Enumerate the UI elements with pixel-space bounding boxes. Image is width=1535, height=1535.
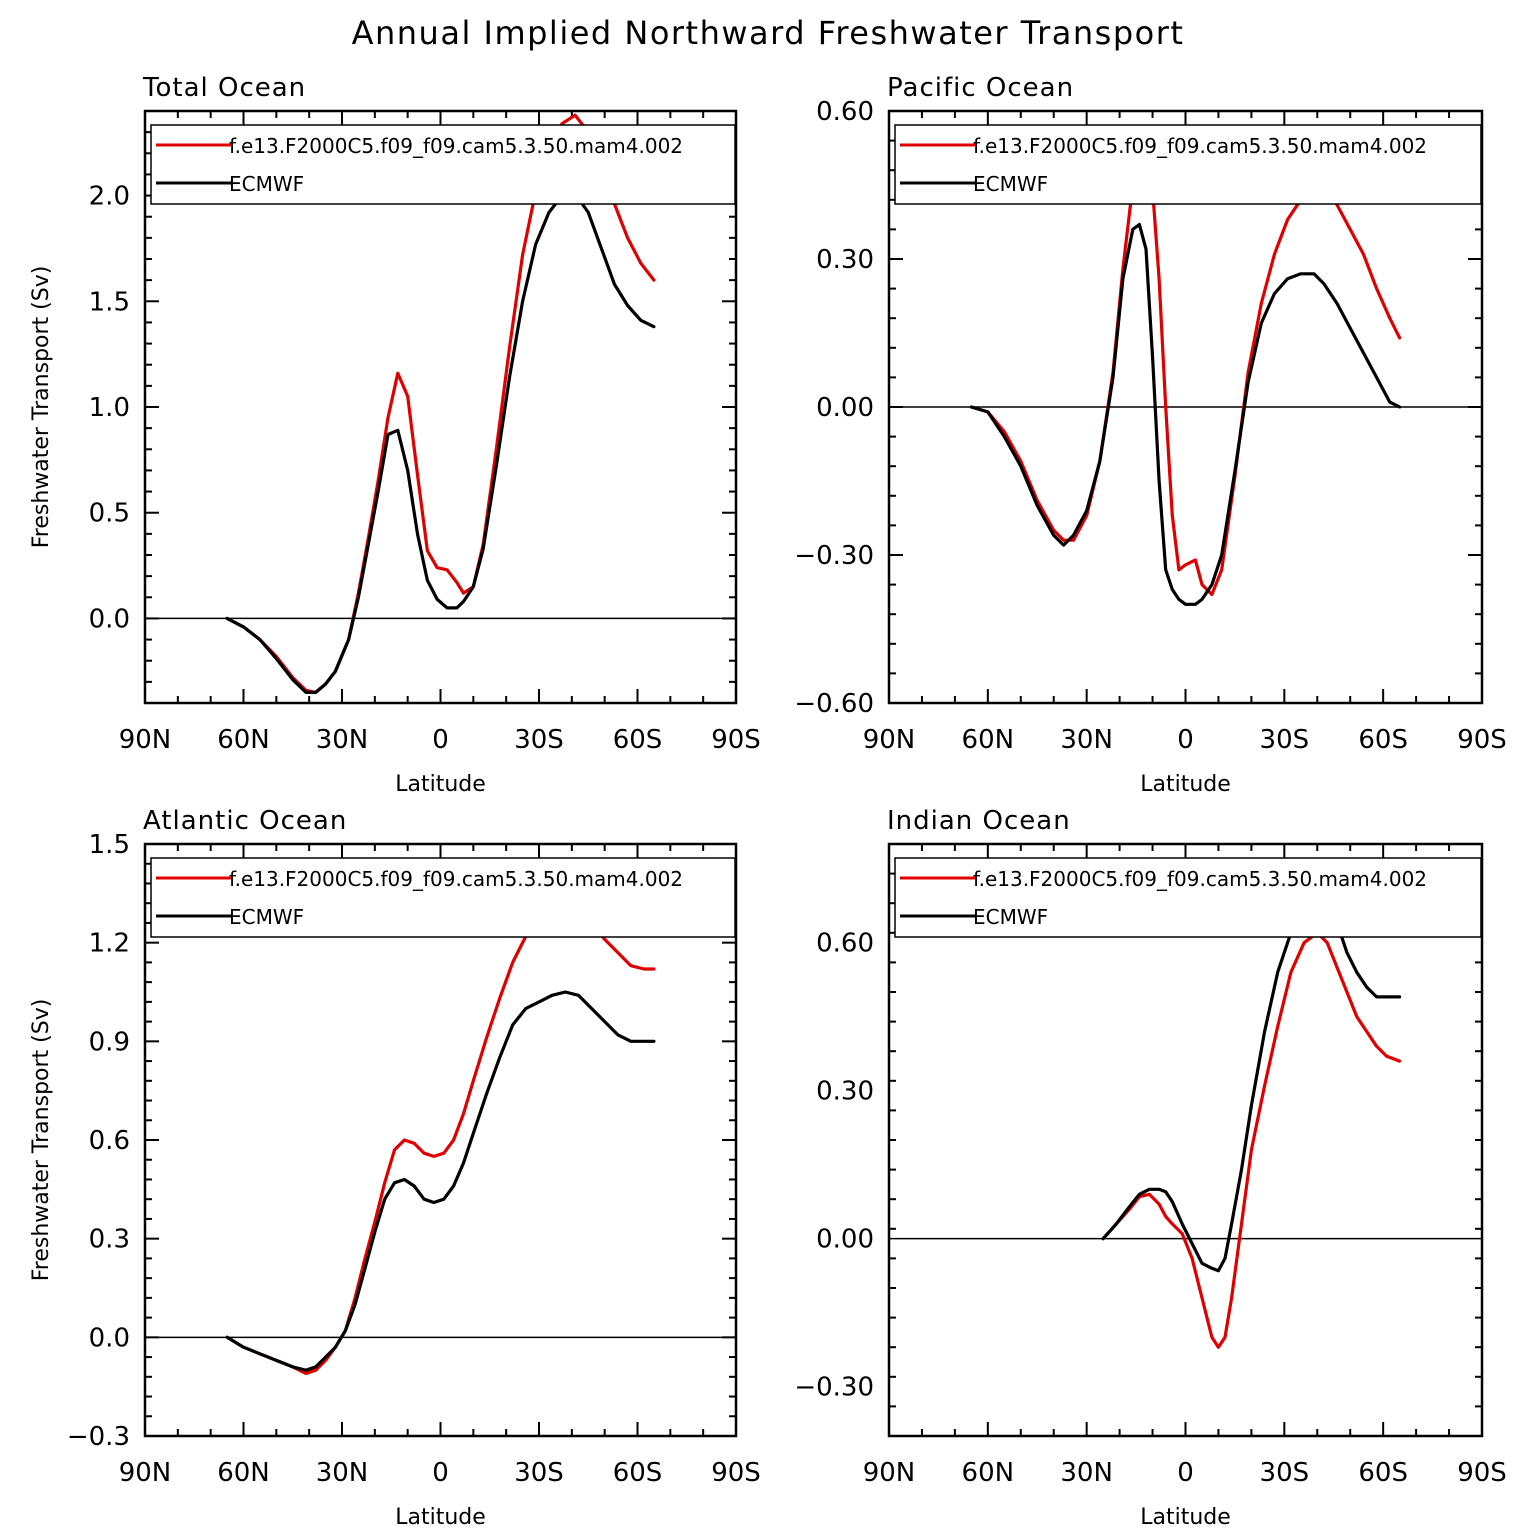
x-tick-label: 30S (1260, 725, 1310, 755)
x-tick-label: 60S (613, 725, 663, 755)
legend-label-model: f.e13.F2000C5.f09_f09.cam5.3.50.mam4.002 (973, 134, 1427, 158)
plot-frame (143, 842, 738, 1438)
x-tick-label: 30S (1260, 1458, 1310, 1488)
y-tick-label: 0.60 (816, 97, 874, 127)
legend: f.e13.F2000C5.f09_f09.cam5.3.50.mam4.002… (150, 857, 736, 938)
y-tick-label: 0.0 (89, 1323, 130, 1353)
y-tick-label: 1.2 (89, 929, 130, 959)
figure-title: Annual Implied Northward Freshwater Tran… (352, 14, 1185, 52)
panel-title: Pacific Ocean (887, 73, 1074, 103)
x-tick-label: 60S (613, 1458, 663, 1488)
series-line-model (1101, 931, 1402, 1349)
x-tick-label: 0 (1177, 725, 1194, 755)
y-tick-label: 0.30 (816, 245, 874, 275)
x-axis-label: Latitude (395, 772, 486, 797)
x-tick-label: 30N (316, 1458, 369, 1488)
y-tick-label: 0.9 (89, 1027, 130, 1057)
y-axis-label: Freshwater Transport (Sv) (29, 999, 54, 1282)
legend-box (894, 124, 1482, 205)
panel-title: Total Ocean (142, 73, 306, 103)
legend-label-ecmwf: ECMWF (973, 172, 1048, 196)
legend-label-model: f.e13.F2000C5.f09_f09.cam5.3.50.mam4.002 (229, 134, 683, 158)
x-tick-label: 90N (119, 1458, 172, 1488)
panel-title: Atlantic Ocean (143, 806, 347, 836)
y-tick-label: 2.0 (89, 182, 130, 212)
x-tick-label: 0 (432, 1458, 449, 1488)
plot-frame (887, 842, 1484, 1438)
legend-label-ecmwf: ECMWF (973, 905, 1048, 929)
x-axis-label: Latitude (1140, 1505, 1231, 1530)
y-tick-label: −0.3 (67, 1422, 130, 1452)
x-tick-label: 0 (1177, 1458, 1194, 1488)
y-tick-label: 0.6 (89, 1126, 130, 1156)
x-tick-label: 90N (119, 725, 172, 755)
y-tick-label: 0.00 (816, 393, 874, 423)
panel-title: Indian Ocean (887, 806, 1071, 836)
series-line-ecmwf (1101, 891, 1402, 1273)
legend-label-model: f.e13.F2000C5.f09_f09.cam5.3.50.mam4.002 (973, 867, 1427, 891)
y-tick-label: −0.30 (794, 541, 874, 571)
panel-2: Atlantic Ocean 90N 60N 30N 0 30S 60S 90S −0.3 0.0… (29, 806, 761, 1530)
panel-3: Indian Ocean 90N 60N 30N 0 30S 60S 90S −0.30 0.00… (794, 806, 1506, 1530)
y-tick-label: 0.0 (89, 604, 130, 634)
y-tick-label: 1.5 (89, 287, 130, 317)
series-line-ecmwf (969, 222, 1402, 606)
x-tick-label: 0 (432, 725, 449, 755)
x-tick-label: 60N (217, 725, 270, 755)
x-tick-label: 90N (863, 1458, 916, 1488)
plot-frame (143, 109, 738, 705)
x-tick-label: 30S (514, 1458, 564, 1488)
x-tick-label: 30N (316, 725, 369, 755)
legend: f.e13.F2000C5.f09_f09.cam5.3.50.mam4.002… (894, 124, 1482, 205)
x-tick-label: 90S (1457, 725, 1507, 755)
x-tick-label: 60N (962, 725, 1015, 755)
legend-label-ecmwf: ECMWF (229, 905, 304, 929)
x-tick-label: 60N (962, 1458, 1015, 1488)
legend: f.e13.F2000C5.f09_f09.cam5.3.50.mam4.002… (150, 124, 736, 205)
y-tick-label: 1.5 (89, 830, 130, 860)
x-tick-label: 90N (863, 725, 916, 755)
x-axis-label: Latitude (1140, 772, 1231, 797)
legend-box (894, 857, 1482, 938)
x-tick-label: 30N (1060, 725, 1113, 755)
panels: Total Ocean 90N 60N 30N 0 30S 60S 90S 0.0 0.5 1.0 1… (29, 73, 1507, 1530)
panel-1: Pacific Ocean 90N 60N 30N 0 30S 60S 90S −0.60 −0.… (794, 73, 1506, 797)
x-tick-label: 30N (1060, 1458, 1113, 1488)
y-tick-label: 0.5 (89, 499, 130, 529)
y-tick-label: 0.3 (89, 1225, 130, 1255)
y-tick-label: 0.30 (816, 1077, 874, 1107)
x-tick-label: 60S (1358, 725, 1408, 755)
y-tick-label: 0.00 (816, 1225, 874, 1255)
y-tick-label: −0.30 (794, 1373, 874, 1403)
y-tick-label: −0.60 (794, 689, 874, 719)
legend-box (150, 857, 736, 938)
x-tick-label: 60S (1358, 1458, 1408, 1488)
panel-0: Total Ocean 90N 60N 30N 0 30S 60S 90S 0.0 0.5 1.0 1… (29, 73, 761, 797)
x-axis-label: Latitude (395, 1505, 486, 1530)
legend: f.e13.F2000C5.f09_f09.cam5.3.50.mam4.002… (894, 857, 1482, 938)
x-tick-label: 90S (1457, 1458, 1507, 1488)
legend-label-model: f.e13.F2000C5.f09_f09.cam5.3.50.mam4.002 (229, 867, 683, 891)
y-axis-label: Freshwater Transport (Sv) (29, 266, 54, 549)
legend-label-ecmwf: ECMWF (229, 172, 304, 196)
x-tick-label: 30S (514, 725, 564, 755)
y-tick-label: 1.0 (89, 393, 130, 423)
x-tick-label: 90S (711, 725, 761, 755)
x-tick-label: 60N (217, 1458, 270, 1488)
x-tick-label: 90S (711, 1458, 761, 1488)
y-tick-label: 0.60 (816, 929, 874, 959)
plot-frame (887, 109, 1484, 705)
series-line-ecmwf (225, 990, 656, 1372)
